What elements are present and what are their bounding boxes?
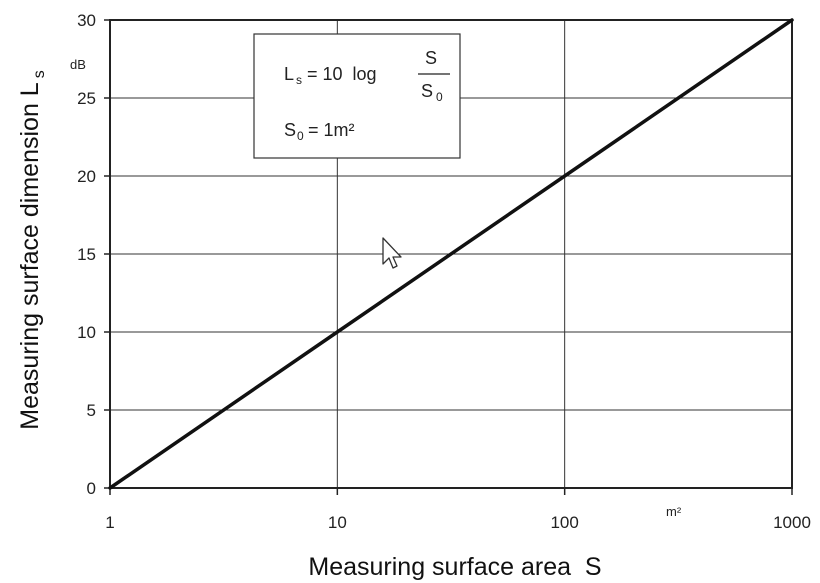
y-axis-title-group: Measuring surface dimension Ls xyxy=(16,70,48,429)
formula-equals: = 10 log xyxy=(307,64,377,84)
formula-box-frame xyxy=(253,33,461,159)
x-tick-label: 100 xyxy=(550,513,578,532)
y-tick-label: 5 xyxy=(87,401,96,420)
mouse-cursor-icon xyxy=(382,237,402,269)
x-tick-label: 1000 xyxy=(773,513,811,532)
formula-lhs-subscript: s xyxy=(296,73,302,87)
formula-box: L s = 10 log S S 0 S 0 = 1m² xyxy=(253,33,461,159)
formula-numerator: S xyxy=(425,48,437,68)
y-tick-label: 30 xyxy=(77,11,96,30)
y-tick-label: 10 xyxy=(77,323,96,342)
y-axis-title-subscript: s xyxy=(31,70,48,78)
y-unit-label: dB xyxy=(70,57,86,72)
axis-ticks: 0 5 10 15 20 25 30 1 10 100 1000 xyxy=(77,11,811,532)
formula-denominator-subscript: 0 xyxy=(436,90,443,104)
formula-lhs: L xyxy=(284,64,294,84)
y-tick-label: 20 xyxy=(77,167,96,186)
series-group xyxy=(108,18,794,490)
formula-denominator: S xyxy=(421,81,433,101)
y-tick-label: 0 xyxy=(87,479,96,498)
formula-reference-subscript: 0 xyxy=(297,129,304,143)
formula-reference-lhs: S xyxy=(284,120,296,140)
series-line xyxy=(108,18,794,490)
y-tick-label: 25 xyxy=(77,89,96,108)
x-unit-label: m² xyxy=(666,504,682,519)
formula-reference-rhs: = 1m² xyxy=(308,120,355,140)
y-axis-title: Measuring surface dimension Ls xyxy=(16,70,48,429)
y-tick-label: 15 xyxy=(77,245,96,264)
x-tick-label: 10 xyxy=(328,513,347,532)
x-tick-label: 1 xyxy=(105,513,114,532)
x-axis-title: Measuring surface area S xyxy=(308,553,601,581)
